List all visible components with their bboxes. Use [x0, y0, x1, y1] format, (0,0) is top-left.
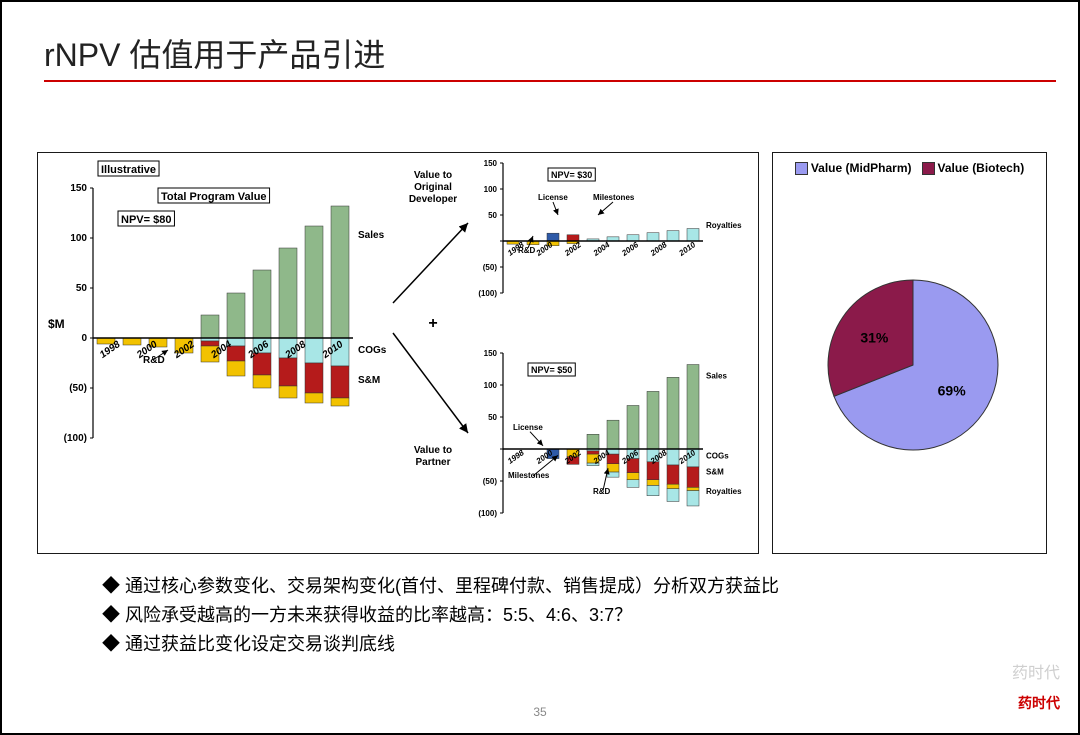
svg-text:2010: 2010 — [677, 240, 698, 258]
svg-text:100: 100 — [70, 233, 87, 244]
svg-text:Sales: Sales — [706, 372, 727, 381]
svg-text:Developer: Developer — [409, 194, 457, 205]
watermark-bottom: 药时代 — [1018, 693, 1060, 713]
pie-legend-0: Value (MidPharm) — [811, 161, 912, 175]
svg-text:Partner: Partner — [415, 457, 450, 468]
svg-text:1998: 1998 — [506, 448, 526, 466]
svg-text:NPV= $50: NPV= $50 — [531, 365, 572, 375]
svg-text:R&D: R&D — [143, 355, 165, 366]
slide: rNPV 估值用于产品引进 (100)(50)05010015019982000… — [0, 0, 1080, 735]
charts-panel: (100)(50)0501001501998200020022004200620… — [37, 152, 759, 554]
svg-text:2006: 2006 — [619, 240, 640, 258]
svg-text:100: 100 — [484, 185, 498, 194]
svg-text:S&M: S&M — [358, 375, 380, 386]
svg-text:License: License — [513, 423, 543, 432]
svg-text:License: License — [538, 193, 568, 202]
svg-text:2008: 2008 — [648, 240, 669, 258]
svg-text:Value to: Value to — [414, 445, 452, 456]
svg-text:50: 50 — [488, 413, 497, 422]
svg-text:Royalties: Royalties — [706, 487, 742, 496]
pie-panel: Value (MidPharm) Value (Biotech) 69% 31% — [772, 152, 1047, 554]
bullet-1: 风险承受越高的一方未来获得收益的比率越高：5:5、4:6、3:7？ — [102, 601, 779, 630]
svg-text:(100): (100) — [478, 509, 497, 518]
svg-text:50: 50 — [488, 211, 497, 220]
svg-text:Royalties: Royalties — [706, 221, 742, 230]
pie-legend: Value (MidPharm) Value (Biotech) — [773, 161, 1046, 175]
watermark-top: 药时代 — [1012, 659, 1060, 683]
svg-text:COGs: COGs — [706, 452, 729, 461]
svg-text:+: + — [428, 315, 437, 332]
svg-text:0: 0 — [81, 333, 87, 344]
svg-text:Total Program Value: Total Program Value — [161, 191, 267, 203]
pie-legend-1: Value (Biotech) — [938, 161, 1025, 175]
svg-text:$M: $M — [48, 317, 65, 331]
title-underline — [44, 80, 1056, 82]
svg-text:(50): (50) — [69, 383, 87, 394]
svg-text:150: 150 — [484, 349, 498, 358]
svg-text:150: 150 — [70, 183, 87, 194]
svg-text:(50): (50) — [483, 263, 498, 272]
svg-text:R&D: R&D — [593, 487, 611, 496]
svg-text:NPV= $80: NPV= $80 — [121, 214, 171, 226]
svg-text:NPV= $30: NPV= $30 — [551, 170, 592, 180]
svg-text:31%: 31% — [860, 330, 889, 346]
svg-text:Sales: Sales — [358, 230, 385, 241]
page-title: rNPV 估值用于产品引进 — [44, 30, 385, 76]
svg-text:50: 50 — [76, 283, 88, 294]
svg-text:100: 100 — [484, 381, 498, 390]
svg-text:COGs: COGs — [358, 345, 387, 356]
bullets-list: 通过核心参数变化、交易架构变化(首付、里程碑付款、销售提成）分析双方获益比 风险… — [102, 572, 779, 658]
svg-text:R&D: R&D — [518, 246, 536, 255]
svg-text:Milestones: Milestones — [508, 471, 550, 480]
svg-text:S&M: S&M — [706, 468, 724, 477]
svg-text:(50): (50) — [483, 477, 498, 486]
svg-text:Illustrative: Illustrative — [101, 164, 156, 176]
svg-text:2002: 2002 — [562, 240, 583, 258]
svg-text:Milestones: Milestones — [593, 193, 635, 202]
page-number: 35 — [533, 705, 546, 719]
svg-text:69%: 69% — [938, 382, 967, 398]
bullet-0: 通过核心参数变化、交易架构变化(首付、里程碑付款、销售提成）分析双方获益比 — [102, 572, 779, 601]
svg-text:(100): (100) — [64, 433, 87, 444]
svg-text:Original: Original — [414, 182, 452, 193]
svg-text:2004: 2004 — [591, 240, 612, 258]
svg-text:Value to: Value to — [414, 170, 452, 181]
svg-text:150: 150 — [484, 159, 498, 168]
svg-text:(100): (100) — [478, 289, 497, 298]
bullet-2: 通过获益比变化设定交易谈判底线 — [102, 630, 779, 659]
